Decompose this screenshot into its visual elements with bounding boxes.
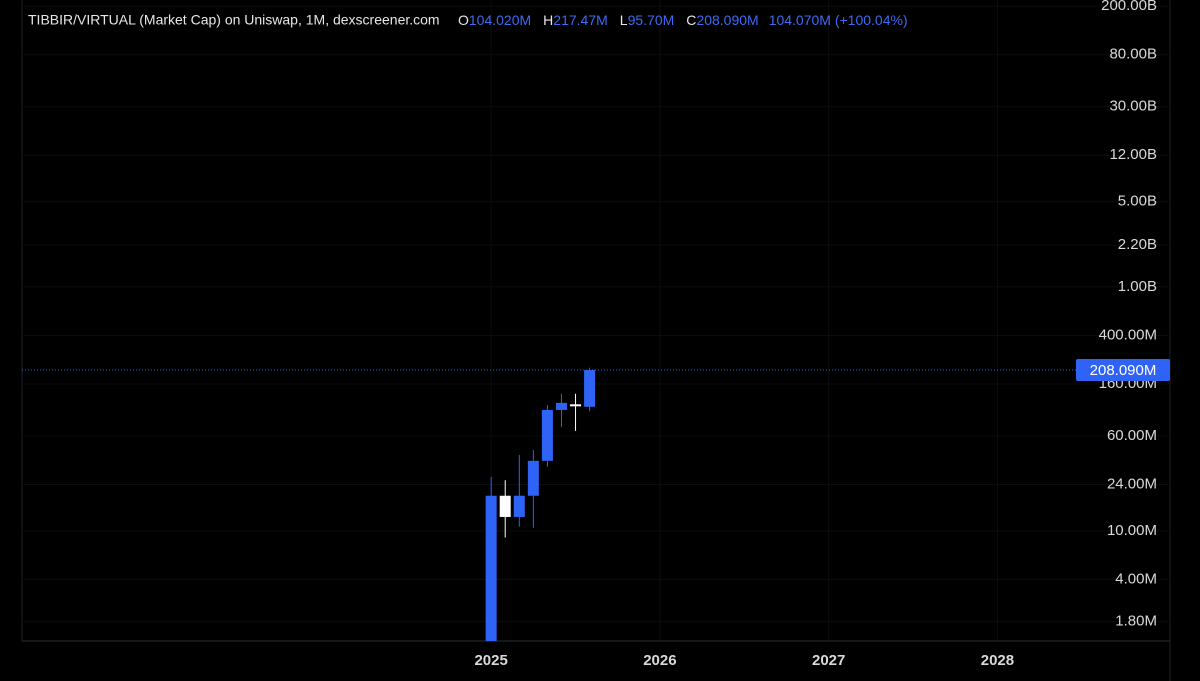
candle-body <box>513 495 525 517</box>
x-tick-label: 2025 <box>474 652 507 669</box>
y-tick-label: 1.00B <box>1118 278 1157 295</box>
candle-body <box>570 404 582 407</box>
y-tick-label: 2.20B <box>1118 236 1157 253</box>
y-tick-label: 60.00M <box>1107 427 1157 444</box>
candle-body <box>527 460 539 496</box>
info-value: 217.47M <box>553 12 607 28</box>
info-value: 95.70M <box>628 12 675 28</box>
info-key: C <box>686 12 696 28</box>
y-tick-label: 10.00M <box>1107 522 1157 539</box>
info-key: L <box>620 12 628 28</box>
chart-title: TIBBIR/VIRTUAL (Market Cap) on Uniswap, … <box>28 12 440 28</box>
y-tick-label: 400.00M <box>1099 326 1157 343</box>
candle-body <box>584 370 596 407</box>
ohlc-info: O104.020M H217.47M L95.70M C208.090M 104.070… <box>458 12 908 28</box>
last-price-label: 208.090M <box>1090 362 1157 379</box>
info-key: H <box>543 12 553 28</box>
y-tick-label: 80.00B <box>1109 46 1157 63</box>
x-tick-label: 2027 <box>812 652 845 669</box>
info-value: 104.020M <box>469 12 531 28</box>
candle-body <box>485 495 497 641</box>
candle-body <box>541 409 553 461</box>
candle-body <box>555 402 567 410</box>
x-tick-label: 2026 <box>643 652 676 669</box>
y-tick-label: 30.00B <box>1109 98 1157 115</box>
y-tick-label: 12.00B <box>1109 146 1157 163</box>
y-tick-label: 24.00M <box>1107 475 1157 492</box>
info-value: 208.090M <box>696 12 758 28</box>
info-value: 104.070M (+100.04%) <box>769 12 908 28</box>
candle-body <box>499 495 511 517</box>
info-key: O <box>458 12 469 28</box>
y-tick-label: 5.00B <box>1118 193 1157 210</box>
y-tick-label: 200.00B <box>1101 0 1157 14</box>
y-tick-label: 1.80M <box>1115 613 1157 630</box>
y-tick-label: 4.00M <box>1115 570 1157 587</box>
x-tick-label: 2028 <box>981 652 1014 669</box>
last-price-badge <box>1076 359 1170 382</box>
